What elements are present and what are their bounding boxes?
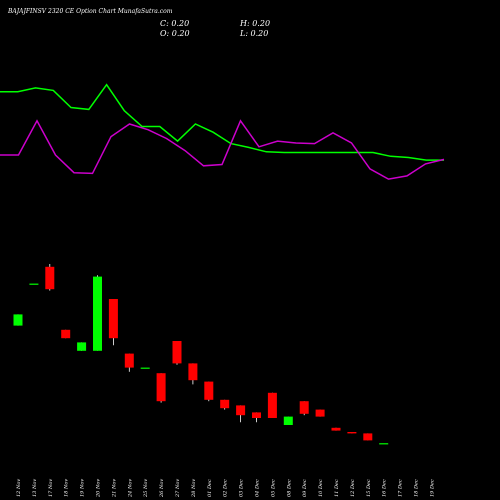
x-tick-label: 28 Nov bbox=[191, 479, 197, 498]
x-tick-label: 17 Nov bbox=[48, 479, 54, 497]
candle bbox=[29, 283, 39, 285]
x-tick-label: 19 Nov bbox=[80, 479, 86, 497]
candle bbox=[236, 405, 246, 423]
x-tick-label: 26 Nov bbox=[159, 479, 165, 498]
candle-body bbox=[29, 283, 39, 285]
candle bbox=[379, 443, 389, 445]
candle bbox=[347, 432, 357, 434]
candle bbox=[188, 363, 198, 385]
candle bbox=[108, 299, 118, 346]
candle bbox=[77, 342, 87, 351]
candle-body bbox=[252, 412, 261, 418]
candle bbox=[124, 353, 134, 372]
chart-title: BAJAJFINSV 2320 CE Option Chart MunafaSu… bbox=[7, 8, 173, 15]
candle-body bbox=[188, 363, 198, 381]
candle bbox=[283, 416, 293, 425]
candle bbox=[331, 427, 341, 431]
x-tick-label: 09 Dec bbox=[302, 479, 308, 497]
x-tick-label: 13 Nov bbox=[32, 479, 38, 497]
purple-indicator-line bbox=[0, 119, 445, 180]
x-tick-label: 15 Dec bbox=[366, 479, 372, 497]
candle-body bbox=[13, 314, 23, 326]
candle-body bbox=[108, 299, 118, 339]
candle-body bbox=[61, 329, 71, 339]
candle bbox=[363, 433, 373, 441]
candle bbox=[156, 373, 166, 403]
candles bbox=[13, 264, 389, 445]
x-tick-label: 08 Dec bbox=[286, 479, 292, 497]
candle bbox=[315, 409, 325, 417]
candle bbox=[252, 412, 261, 423]
candle-body bbox=[315, 409, 325, 417]
x-tick-label: 19 Dec bbox=[429, 479, 435, 497]
indicator-lines bbox=[0, 83, 445, 180]
candle bbox=[61, 329, 71, 339]
x-tick-label: 20 Nov bbox=[96, 479, 102, 498]
x-tick-label: 18 Dec bbox=[414, 479, 420, 497]
high-readout: H: 0.20 bbox=[239, 19, 270, 28]
x-tick-label: 10 Dec bbox=[318, 479, 324, 497]
x-tick-label: 18 Nov bbox=[64, 479, 70, 497]
green-indicator-line bbox=[0, 83, 444, 161]
x-tick-label: 12 Nov bbox=[16, 479, 22, 497]
x-tick-label: 16 Dec bbox=[382, 479, 388, 497]
candle-body bbox=[236, 405, 246, 416]
candle-body bbox=[124, 353, 134, 368]
x-tick-label: 01 Dec bbox=[207, 479, 213, 497]
x-tick-label: 03 Dec bbox=[239, 479, 245, 497]
candle bbox=[204, 381, 214, 402]
candle-body bbox=[172, 341, 182, 364]
candle bbox=[267, 392, 277, 418]
candle bbox=[220, 399, 230, 410]
candle bbox=[172, 341, 182, 365]
close-readout: C: 0.20 bbox=[160, 19, 189, 28]
x-tick-label: 25 Nov bbox=[143, 479, 149, 498]
x-tick-label: 21 Nov bbox=[111, 479, 117, 498]
candle bbox=[299, 401, 309, 416]
candle-body bbox=[77, 342, 87, 351]
candle bbox=[45, 264, 55, 291]
candle bbox=[13, 314, 23, 326]
candle-body bbox=[267, 392, 277, 418]
candle-body bbox=[363, 433, 373, 441]
x-tick-label: 04 Dec bbox=[255, 479, 261, 497]
candle-body bbox=[347, 432, 357, 434]
x-tick-label: 24 Nov bbox=[127, 479, 133, 498]
candle bbox=[93, 275, 102, 351]
candle-body bbox=[220, 399, 230, 409]
x-tick-label: 02 Dec bbox=[223, 479, 229, 497]
candle-body bbox=[331, 427, 341, 431]
candle bbox=[140, 367, 150, 369]
x-tick-label: 05 Dec bbox=[270, 479, 276, 497]
candle-body bbox=[140, 367, 150, 369]
candle-body bbox=[299, 401, 309, 414]
candle-body bbox=[93, 276, 102, 351]
candle-body bbox=[379, 443, 389, 445]
candle-body bbox=[204, 381, 214, 400]
candle-body bbox=[156, 373, 166, 402]
x-tick-label: 11 Dec bbox=[334, 479, 340, 497]
candle-body bbox=[45, 266, 55, 290]
low-readout: L: 0.20 bbox=[239, 29, 268, 38]
x-axis-labels: 12 Nov 13 Nov 17 Nov 18 Nov 19 Nov 20 Nov 21 N… bbox=[16, 479, 435, 498]
x-tick-label: 12 Dec bbox=[350, 479, 356, 497]
open-readout: O: 0.20 bbox=[160, 29, 190, 38]
candle-body bbox=[283, 416, 293, 425]
x-tick-label: 27 Nov bbox=[175, 479, 181, 498]
x-tick-label: 17 Dec bbox=[398, 479, 404, 497]
